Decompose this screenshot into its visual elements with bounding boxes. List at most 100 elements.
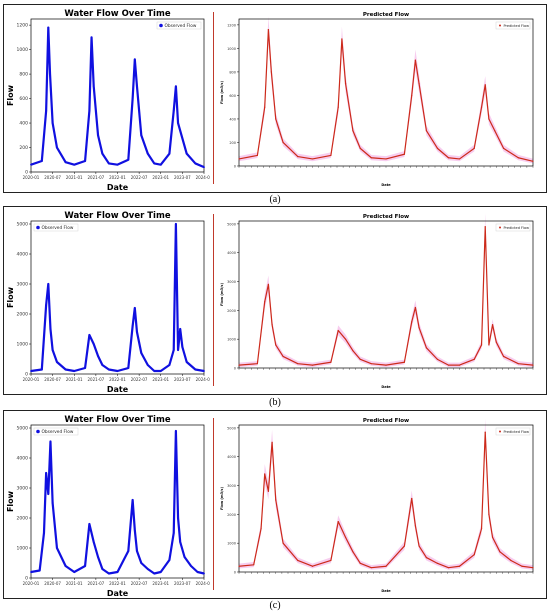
y-tick-label: 5000 [227,426,236,430]
x-tick-label: 2021-07 [88,581,105,586]
data-point [330,154,332,157]
legend-marker [36,429,40,434]
data-point [370,567,372,569]
series-line [238,28,534,162]
x-tick-label: 2024-01 [196,175,210,180]
data-point [190,565,192,567]
data-point [484,226,486,228]
data-point [30,370,32,372]
y-axis-label: Flow [6,286,15,308]
data-point [503,355,505,358]
data-point [131,499,134,501]
x-axis-label: Date [107,183,129,192]
data-point [127,367,130,369]
data-point [84,367,86,369]
data-point [238,364,240,366]
predicted-flow-chart-b: Predicted Flow 0 1000 2000 3000 4000 5000 Date F… [220,213,534,389]
data-point [153,572,156,575]
panel-label-a: (a) [269,194,281,205]
y-axis-label: Flow [6,84,15,106]
data-point [491,324,494,326]
data-point [146,568,149,570]
data-point [267,28,269,31]
x-tick-label: 2021-01 [66,581,83,586]
panel-label-b: (b) [269,397,281,408]
data-point [337,329,339,332]
panel-a-frame [3,4,547,193]
data-point [177,122,179,124]
legend-box [156,21,202,30]
data-point [311,158,314,160]
series-line [238,431,534,569]
x-tick-label: 2024-01 [196,581,210,586]
data-point [403,153,405,155]
data-point [140,134,143,137]
x-tick-label: 2021-07 [88,175,105,180]
legend-box [33,427,79,436]
data-point [458,565,461,567]
x-tick-label: 2022-07 [131,377,148,382]
data-point [183,556,186,558]
y-tick-label: 0 [234,571,236,575]
data-point [177,517,179,519]
data-point [411,497,413,500]
panel-a-divider [213,12,214,184]
data-point [352,130,354,132]
x-tick-label: 2021-01 [66,175,83,180]
y-tick-label: 4000 [227,455,236,459]
data-point [484,84,486,86]
data-point [411,94,413,97]
y-tick-label: 0 [25,576,28,582]
predicted-flow-chart-c: Predicted Flow 0 1000 2000 3000 4000 5000 Date F… [220,418,534,593]
data-point [425,347,428,349]
y-tick-label: 2000 [227,513,236,517]
legend-label: Predicted Flow [504,226,530,230]
x-tick-label: 2023-01 [152,377,169,382]
data-point [344,83,347,85]
series-line [30,222,205,373]
y-tick-label: 3000 [227,280,236,284]
data-point [425,130,428,132]
data-point [168,152,171,155]
data-point [297,559,299,562]
data-point [73,571,76,573]
data-point [131,325,134,327]
data-point [177,349,179,351]
data-point [136,85,138,88]
data-point [136,550,138,552]
data-point [282,355,284,358]
data-point [194,368,197,371]
data-point [97,355,99,357]
data-point [159,571,162,573]
data-point [271,441,273,443]
y-tick-label: 0 [234,165,236,169]
data-point [521,565,523,567]
x-tick-label: 2022-01 [109,377,126,382]
data-point [168,559,171,561]
y-axis-label: Flow [6,490,15,512]
x-tick-label: 2021-07 [88,377,105,382]
data-point [282,542,284,544]
data-point [146,364,149,366]
y-tick-label: 2000 [17,516,29,522]
x-tick-label: 2020-01 [23,377,40,382]
data-point [414,525,416,527]
data-point [30,163,32,166]
y-tick-label: 600 [229,94,236,98]
data-point [203,370,205,372]
chart-title: Water Flow Over Time [64,211,170,221]
data-point [51,349,54,351]
legend-marker [499,24,501,27]
data-point [473,147,475,149]
x-tick-label: 2022-01 [109,581,126,586]
observed-flow-chart-a: Water Flow Over Time 0 200 400 600 800 1000 120… [6,9,210,192]
data-point [480,106,483,108]
legend-box [33,223,79,232]
observed-flow-chart-c: Water Flow Over Time 0 1000 2000 3000 4000 500… [6,415,210,598]
y-tick-label: 0 [25,372,28,378]
data-point [90,36,93,39]
data-point [40,368,43,371]
y-tick-label: 0 [25,170,28,176]
data-point [131,97,134,100]
data-point [116,163,119,166]
